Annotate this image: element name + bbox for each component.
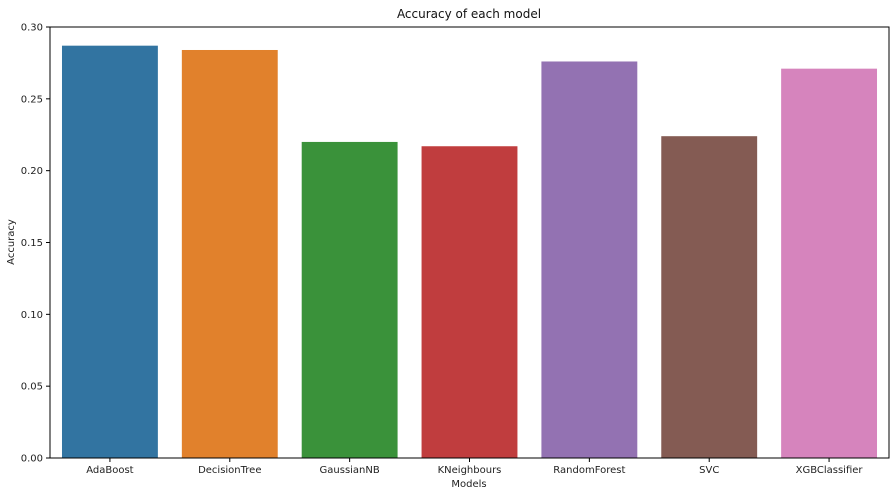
x-axis: AdaBoost DecisionTree GaussianNB KNeighbour… — [86, 458, 863, 476]
bar-randomforest — [541, 61, 638, 458]
y-tick-label: 0.05 — [21, 382, 43, 393]
plot-frame — [49, 26, 890, 459]
x-tick-label: AdaBoost — [86, 465, 133, 476]
bars-group — [61, 45, 878, 459]
bar-gaussiannb — [301, 141, 398, 458]
bar-decisiontree — [181, 49, 278, 459]
chart-title: Accuracy of each model — [397, 7, 541, 21]
bar-svc — [661, 136, 758, 459]
y-axis: 0.00 0.05 0.10 0.15 0.20 0.25 0.30 — [21, 23, 50, 465]
y-tick-label: 0.10 — [21, 310, 43, 321]
y-tick-label: 0.15 — [21, 238, 43, 249]
y-tick-label: 0.20 — [21, 166, 43, 177]
y-tick-label: 0.25 — [21, 94, 43, 105]
bar-adaboost — [61, 45, 158, 458]
y-tick-label: 0.30 — [21, 23, 43, 34]
x-tick-label: SVC — [699, 465, 719, 476]
y-tick-label: 0.00 — [21, 454, 43, 465]
x-tick-label: DecisionTree — [198, 465, 261, 476]
x-axis-label: Models — [451, 479, 486, 490]
bar-xgbclassifier — [781, 68, 878, 458]
bar-kneighbours — [421, 146, 518, 458]
x-tick-label: KNeighbours — [438, 465, 502, 476]
x-tick-label: XGBClassifier — [796, 465, 864, 476]
y-axis-label: Accuracy — [6, 219, 17, 265]
x-tick-label: RandomForest — [553, 465, 625, 476]
x-tick-label: GaussianNB — [320, 465, 380, 476]
